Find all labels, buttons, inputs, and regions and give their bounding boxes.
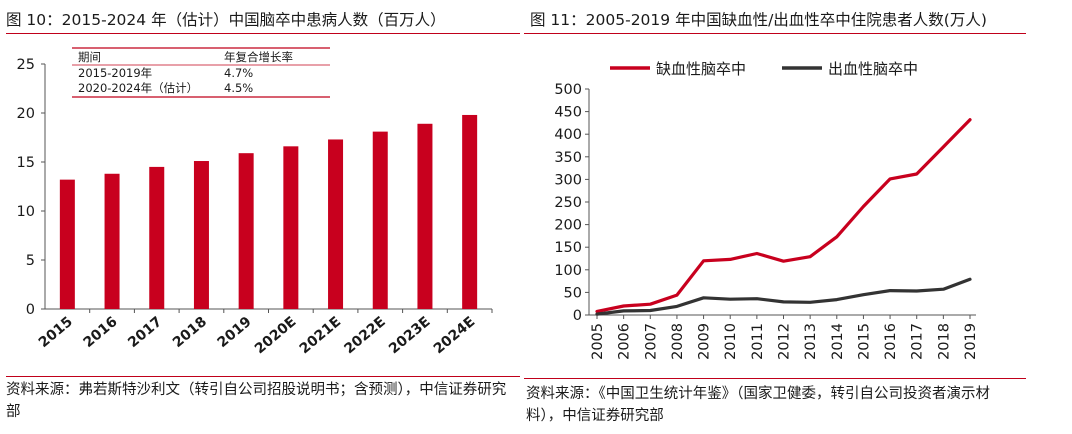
series-line-1: [595, 118, 972, 313]
table-cell-cagr: 4.7%: [224, 66, 253, 80]
bar: [238, 153, 254, 309]
y-tick-label: 5: [26, 253, 35, 269]
x-tick-label: 2017: [910, 323, 926, 360]
table-cell-period: 2015-2019年: [78, 66, 152, 80]
bar-chart-source: 资料来源：弗若斯特沙利文（转引自公司招股说明书；含预测），中信证券研究部: [6, 382, 507, 420]
bar: [59, 179, 75, 309]
source-rule: [524, 378, 1026, 379]
y-tick-label: 400: [554, 127, 582, 143]
bar: [328, 139, 344, 309]
bar-chart: 0 5 10 15 20 25 2015 2016 2017 2018 20192020E2021E…: [17, 47, 493, 357]
y-tick-label: 300: [554, 172, 582, 188]
x-tick-label: 2016: [883, 323, 899, 360]
x-tick-label: 2021E: [297, 314, 344, 357]
line-chart-panel: 图 11：2005-2019 年中国缺血性/出血性卒中住院患者人数(万人) 0 5…: [524, 0, 1072, 434]
y-tick-label: 25: [17, 57, 35, 73]
x-tick-label: 2022E: [341, 314, 388, 357]
bar: [104, 173, 120, 309]
x-tick-label: 2019: [963, 323, 979, 360]
x-tick-label: 2016: [80, 314, 120, 351]
y-tick-label: 15: [17, 155, 35, 171]
table-header-period: 期间: [78, 50, 101, 64]
y-tick-label: 150: [554, 240, 582, 256]
y-tick-label: 200: [554, 218, 582, 234]
bar: [462, 114, 478, 310]
x-tick-label: 2013: [803, 323, 819, 360]
x-tick-label: 2008: [670, 323, 686, 360]
x-tick-label: 2017: [125, 314, 165, 351]
x-tick-label: 2015: [856, 323, 872, 360]
source-rule: [6, 376, 520, 377]
y-tick-label: 450: [554, 105, 582, 121]
y-tick-label: 100: [554, 263, 582, 279]
x-tick-label: 2005: [590, 323, 606, 360]
x-tick-label: 2012: [777, 323, 793, 360]
line-chart: 0 50 100 150 200 250 300 350 400 450 500 2005 2006 20…: [554, 60, 979, 360]
line-chart-source: 资料来源：《中国卫生统计年鉴》（国家卫健委，转引自公司投资者演示材料），中信证券…: [526, 386, 990, 424]
bar: [417, 123, 433, 309]
bar: [193, 161, 209, 309]
legend-label-1: 缺血性脑卒中: [656, 60, 746, 78]
y-tick-label: 20: [17, 106, 35, 122]
bar: [283, 146, 299, 309]
x-tick-label: 2006: [617, 323, 633, 360]
x-tick-label: 2023E: [386, 314, 433, 357]
title-rule: [524, 33, 1026, 34]
y-tick-label: 50: [564, 285, 582, 301]
y-tick-label: 500: [554, 82, 582, 98]
table-cell-cagr: 4.5%: [224, 81, 253, 95]
x-tick-label: 2011: [750, 323, 766, 360]
title-rule: [6, 33, 520, 34]
table-cell-period: 2020-2024年（估计）: [78, 81, 198, 95]
x-tick-label: 2020E: [252, 314, 299, 357]
series-line-2: [595, 277, 972, 316]
y-tick-label: 0: [26, 302, 35, 318]
table-header-cagr: 年复合增长率: [224, 50, 293, 64]
x-tick-label: 2019: [215, 314, 255, 351]
x-tick-label: 2009: [697, 323, 713, 360]
x-tick-label: 2018: [170, 314, 210, 351]
bar: [149, 166, 165, 309]
y-tick-label: 350: [554, 150, 582, 166]
y-tick-label: 0: [573, 308, 582, 324]
legend-label-2: 出血性脑卒中: [828, 60, 918, 78]
line-chart-title: 图 11：2005-2019 年中国缺血性/出血性卒中住院患者人数(万人): [530, 11, 987, 29]
y-tick-label: 10: [17, 204, 35, 220]
bar-chart-panel: 图 10：2015-2024 年（估计）中国脑卒中患病人数（百万人） 0 5 10 1…: [0, 0, 524, 434]
x-tick-label: 2024E: [431, 314, 478, 357]
y-tick-label: 250: [554, 195, 582, 211]
x-tick-label: 2014: [830, 323, 846, 360]
x-tick-label: 2007: [643, 323, 659, 360]
x-tick-label: 2010: [723, 323, 739, 360]
bar-chart-title: 图 10：2015-2024 年（估计）中国脑卒中患病人数（百万人）: [6, 11, 446, 29]
x-tick-label: 2015: [36, 314, 76, 351]
x-tick-label: 2018: [936, 323, 952, 360]
bar: [372, 131, 388, 309]
